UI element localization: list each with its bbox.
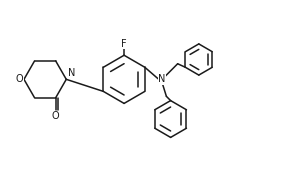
Text: N: N — [158, 74, 166, 84]
Text: O: O — [16, 74, 24, 84]
Text: F: F — [121, 39, 127, 49]
Text: O: O — [52, 111, 60, 121]
Text: N: N — [68, 68, 75, 78]
